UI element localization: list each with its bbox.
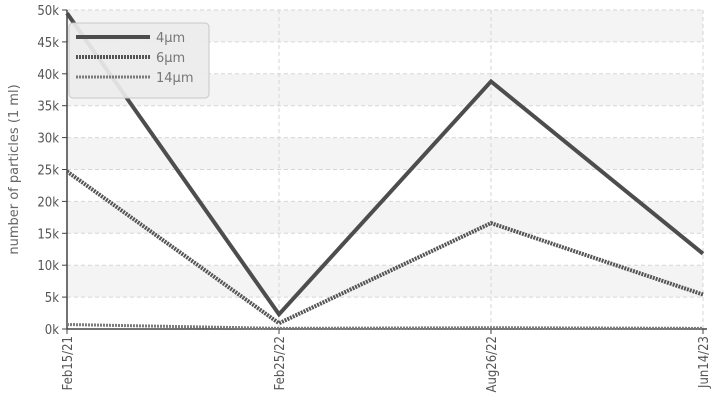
legend: 4μm 6μm 14μm: [68, 22, 210, 99]
plot-band: [67, 233, 703, 266]
y-tick-label: 50k: [37, 4, 59, 19]
x-tick-label: Feb15/21: [61, 336, 76, 390]
y-tick-label: 10k: [37, 259, 59, 274]
y-tick-label: 5k: [45, 291, 59, 306]
y-tick-label: 25k: [37, 164, 59, 179]
plot-band: [67, 265, 703, 298]
plot-band: [67, 137, 703, 170]
y-axis-label: number of particles (1 ml): [7, 84, 22, 254]
plot-band: [67, 105, 703, 138]
x-tick-labels: Feb15/21 Feb25/22 Aug26/22 Jun14/23: [61, 336, 712, 393]
axes: [62, 9, 707, 334]
y-tick-label: 35k: [37, 100, 59, 115]
plot-band: [67, 201, 703, 234]
plot-band: [67, 297, 703, 329]
legend-label-2: 14μm: [156, 71, 193, 86]
y-tick-label: 20k: [37, 195, 59, 210]
legend-label-0: 4μm: [156, 31, 185, 46]
y-tick-label: 15k: [37, 227, 59, 242]
y-tick-label: 40k: [37, 68, 59, 83]
series-line-0: [65, 12, 705, 318]
series-lines: [65, 12, 705, 330]
y-tick-label: 0k: [45, 323, 59, 338]
x-tick-label: Aug26/22: [485, 336, 500, 393]
legend-label-1: 6μm: [156, 51, 185, 66]
x-tick-label: Jun14/23: [697, 336, 712, 389]
x-tick-label: Feb25/22: [273, 336, 288, 390]
y-tick-labels: 0k 5k 10k 15k 20k 25k 30k 35k 40k 45k 50k: [37, 4, 59, 338]
legend-box: [68, 22, 210, 99]
y-tick-label: 30k: [37, 132, 59, 147]
series-line-2: [66, 323, 704, 330]
y-tick-label: 45k: [37, 36, 59, 51]
series-line-1: [65, 169, 704, 326]
